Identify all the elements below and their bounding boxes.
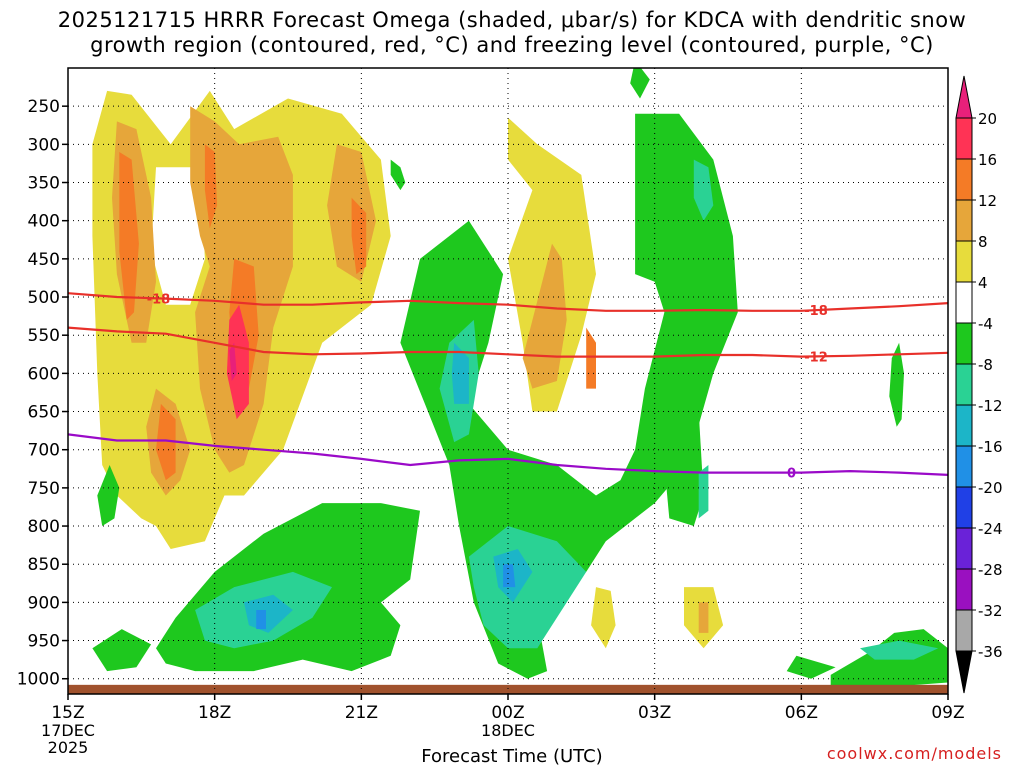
colorbar-swatch-9	[955, 486, 973, 529]
colorbar-swatch-5	[955, 322, 973, 365]
colorbar-swatch-6	[955, 363, 973, 406]
colorbar-label-16: 16	[978, 151, 997, 169]
contour--12-1	[68, 326, 948, 358]
colorbar-label-8: 8	[978, 233, 988, 251]
chart-title-line-1: 2025121715 HRRR Forecast Omega (shaded, …	[57, 8, 967, 32]
omega-region-10	[226, 304, 249, 420]
x-tick-label-06Z: 06Z	[785, 703, 818, 723]
y-tick-label-900: 900	[28, 593, 60, 613]
colorbar-label--28: -28	[978, 561, 1003, 579]
colorbar-swatch-2	[955, 199, 973, 242]
x-tick-label-03Z: 03Z	[638, 703, 671, 723]
terrain-strip	[68, 684, 948, 694]
contour-label--18-1: -18	[804, 304, 828, 319]
y-tick-label-950: 950	[28, 632, 60, 652]
x-tick-label-09Z: 09Z	[931, 703, 964, 723]
omega-region-14	[586, 327, 596, 389]
colorbar-label--20: -20	[978, 479, 1003, 497]
y-tick-label-500: 500	[28, 288, 60, 308]
colorbar-swatch-4	[955, 281, 973, 324]
contour-label-0-1: 0	[787, 467, 796, 482]
y-tick-label-550: 550	[28, 326, 60, 346]
contour-label--12-1: -12	[804, 350, 828, 365]
omega-region-19	[390, 159, 406, 191]
omega-region-39	[256, 610, 266, 630]
credit-link[interactable]: coolwx.com/models	[826, 744, 1002, 763]
contour--18-0	[68, 292, 948, 312]
y-tick-label-300: 300	[28, 135, 60, 155]
colorbar-label--16: -16	[978, 438, 1003, 456]
y-tick-label-650: 650	[28, 403, 60, 423]
plot-area: -18 -18 -12 0	[68, 68, 948, 694]
omega-region-21	[400, 113, 738, 679]
colorbar-label--8: -8	[978, 356, 993, 374]
colorbar-label--36: -36	[978, 643, 1003, 661]
colorbar-swatch-10	[955, 527, 973, 570]
x-axis-label: Forecast Time (UTC)	[421, 746, 603, 767]
colorbar-swatch-8	[955, 445, 973, 488]
x-tick-label-18Z: 18Z	[198, 703, 231, 723]
omega-region-20	[630, 68, 650, 99]
contour-0-2	[68, 433, 948, 476]
omega-region-22	[664, 411, 704, 526]
y-tick-label-850: 850	[28, 555, 60, 575]
y-tick-label-750: 750	[28, 479, 60, 499]
y-tick-label-250: 250	[28, 97, 60, 117]
colorbar-label-4: 4	[978, 274, 988, 292]
y-tick-label-700: 700	[28, 441, 60, 461]
colorbar-label-12: 12	[978, 192, 997, 210]
omega-region-25	[92, 629, 152, 672]
omega-region-6	[204, 144, 218, 229]
colorbar-swatch-3	[955, 240, 973, 283]
omega-region-17	[698, 602, 709, 633]
omega-region-38	[503, 564, 516, 588]
omega-region-32	[693, 159, 714, 221]
colorbar-top-arrow	[955, 75, 973, 119]
colorbar-label--24: -24	[978, 520, 1003, 538]
colorbar-swatch-12	[955, 609, 973, 652]
omega-region-28	[889, 342, 904, 427]
x-tick-label-21Z: 21Z	[345, 703, 378, 723]
omega-region-9	[156, 403, 176, 481]
colorbar-swatch-1	[955, 158, 973, 201]
y-tick-label-350: 350	[28, 174, 60, 194]
omega-region-24	[97, 465, 120, 526]
x-tick-sublabel-18DEC: 18DEC	[481, 721, 535, 740]
omega-region-34	[860, 640, 939, 660]
colorbar-label--12: -12	[978, 397, 1003, 415]
x-tick-sublabel-17DEC: 17DEC	[41, 721, 95, 740]
colorbar-label--32: -32	[978, 602, 1003, 620]
y-tick-label-1000: 1000	[17, 670, 60, 690]
x-tick-label-15Z: 15Z	[51, 703, 84, 723]
omega-region-35	[451, 342, 469, 404]
colorbar-label--4: -4	[978, 315, 993, 333]
y-tick-label-400: 400	[28, 212, 60, 232]
colorbar-swatch-0	[955, 117, 973, 160]
omega-region-11	[229, 342, 237, 381]
omega-region-26	[786, 655, 836, 679]
omega-region-33	[698, 465, 709, 519]
y-tick-label-450: 450	[28, 250, 60, 270]
omega-region-15	[591, 587, 616, 649]
x-tick-sublabel-2025: 2025	[48, 738, 89, 757]
chart-title-line-2: growth region (contoured, red, °C) and f…	[90, 33, 934, 57]
contour-label--18-0: -18	[147, 292, 171, 307]
omega-region-13	[522, 243, 567, 389]
omega-region-8	[351, 197, 367, 275]
colorbar-swatch-7	[955, 404, 973, 447]
colorbar-bottom-arrow	[955, 650, 973, 694]
y-tick-label-800: 800	[28, 517, 60, 537]
y-tick-label-600: 600	[28, 364, 60, 384]
omega-region-5	[119, 152, 139, 320]
x-tick-label-00Z: 00Z	[491, 703, 524, 723]
colorbar-swatch-11	[955, 568, 973, 611]
colorbar-label-20: 20	[978, 110, 997, 128]
